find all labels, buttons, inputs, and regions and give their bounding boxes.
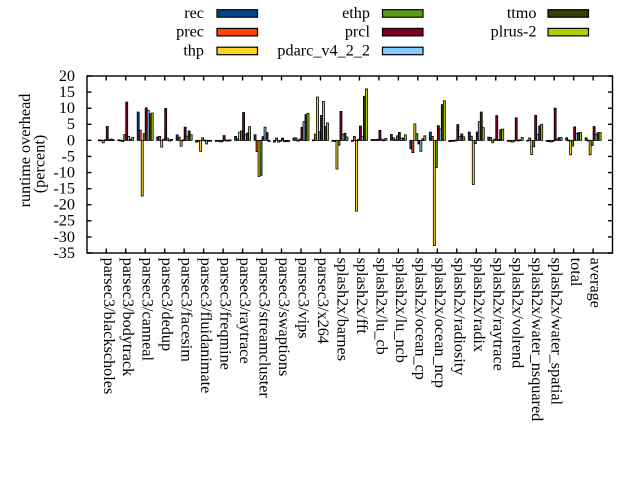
svg-text:parsec3/swaptions: parsec3/swaptions — [275, 258, 293, 377]
svg-text:parsec3/streamcluster: parsec3/streamcluster — [256, 258, 274, 399]
svg-text:average: average — [587, 258, 605, 308]
svg-text:splash2x/barnes: splash2x/barnes — [333, 258, 351, 361]
svg-text:parsec3/raytrace: parsec3/raytrace — [236, 258, 254, 364]
svg-text:splash2x/ocean_ncp: splash2x/ocean_ncp — [431, 258, 449, 388]
svg-text:splash2x/radiosity: splash2x/radiosity — [450, 258, 468, 377]
svg-text:parsec3/blackscholes: parsec3/blackscholes — [100, 258, 118, 395]
svg-text:(percent): (percent) — [31, 135, 49, 193]
svg-text:splash2x/fft: splash2x/fft — [353, 258, 371, 335]
svg-text:20: 20 — [59, 67, 75, 85]
svg-text:splash2x/water_spatial: splash2x/water_spatial — [548, 258, 566, 406]
svg-text:5: 5 — [67, 115, 75, 133]
svg-text:thp: thp — [183, 41, 204, 59]
svg-text:splash2x/lu_ncb: splash2x/lu_ncb — [392, 258, 410, 363]
svg-text:0: 0 — [67, 131, 75, 149]
svg-text:total: total — [567, 258, 585, 287]
svg-text:-20: -20 — [53, 196, 75, 214]
svg-text:parsec3/freqmine: parsec3/freqmine — [217, 258, 235, 370]
svg-text:splash2x/water_nsquared: splash2x/water_nsquared — [528, 258, 546, 422]
svg-text:splash2x/volrend: splash2x/volrend — [509, 258, 527, 369]
svg-text:parsec3/bodytrack: parsec3/bodytrack — [119, 258, 137, 378]
svg-text:splash2x/raytrace: splash2x/raytrace — [489, 258, 507, 371]
svg-text:runtime overhead: runtime overhead — [16, 94, 34, 208]
svg-text:parsec3/facesim: parsec3/facesim — [178, 258, 196, 363]
svg-text:ttmo: ttmo — [507, 4, 537, 22]
svg-text:parsec3/vips: parsec3/vips — [295, 258, 313, 339]
svg-text:rec: rec — [184, 4, 204, 22]
svg-text:10: 10 — [59, 99, 75, 117]
svg-text:pdarc_v4_2_2: pdarc_v4_2_2 — [277, 41, 370, 59]
svg-text:parsec3/dedup: parsec3/dedup — [158, 258, 176, 352]
svg-text:-10: -10 — [53, 163, 75, 181]
svg-text:prec: prec — [176, 23, 204, 41]
svg-text:-35: -35 — [53, 244, 75, 262]
svg-text:plrus-2: plrus-2 — [491, 23, 537, 41]
svg-text:parsec3/fluidanimate: parsec3/fluidanimate — [197, 258, 215, 394]
svg-text:prcl: prcl — [345, 23, 371, 41]
svg-text:splash2x/ocean_cp: splash2x/ocean_cp — [411, 258, 429, 380]
svg-text:-30: -30 — [53, 228, 75, 246]
svg-text:15: 15 — [59, 83, 75, 101]
svg-text:splash2x/radix: splash2x/radix — [470, 258, 488, 352]
svg-text:ethp: ethp — [342, 4, 370, 22]
svg-text:-15: -15 — [53, 180, 75, 198]
svg-text:-25: -25 — [53, 212, 75, 230]
svg-text:parsec3/x264: parsec3/x264 — [314, 258, 332, 344]
svg-text:parsec3/canneal: parsec3/canneal — [139, 258, 157, 362]
svg-text:-5: -5 — [62, 147, 75, 165]
svg-text:splash2x/lu_cb: splash2x/lu_cb — [372, 258, 390, 355]
